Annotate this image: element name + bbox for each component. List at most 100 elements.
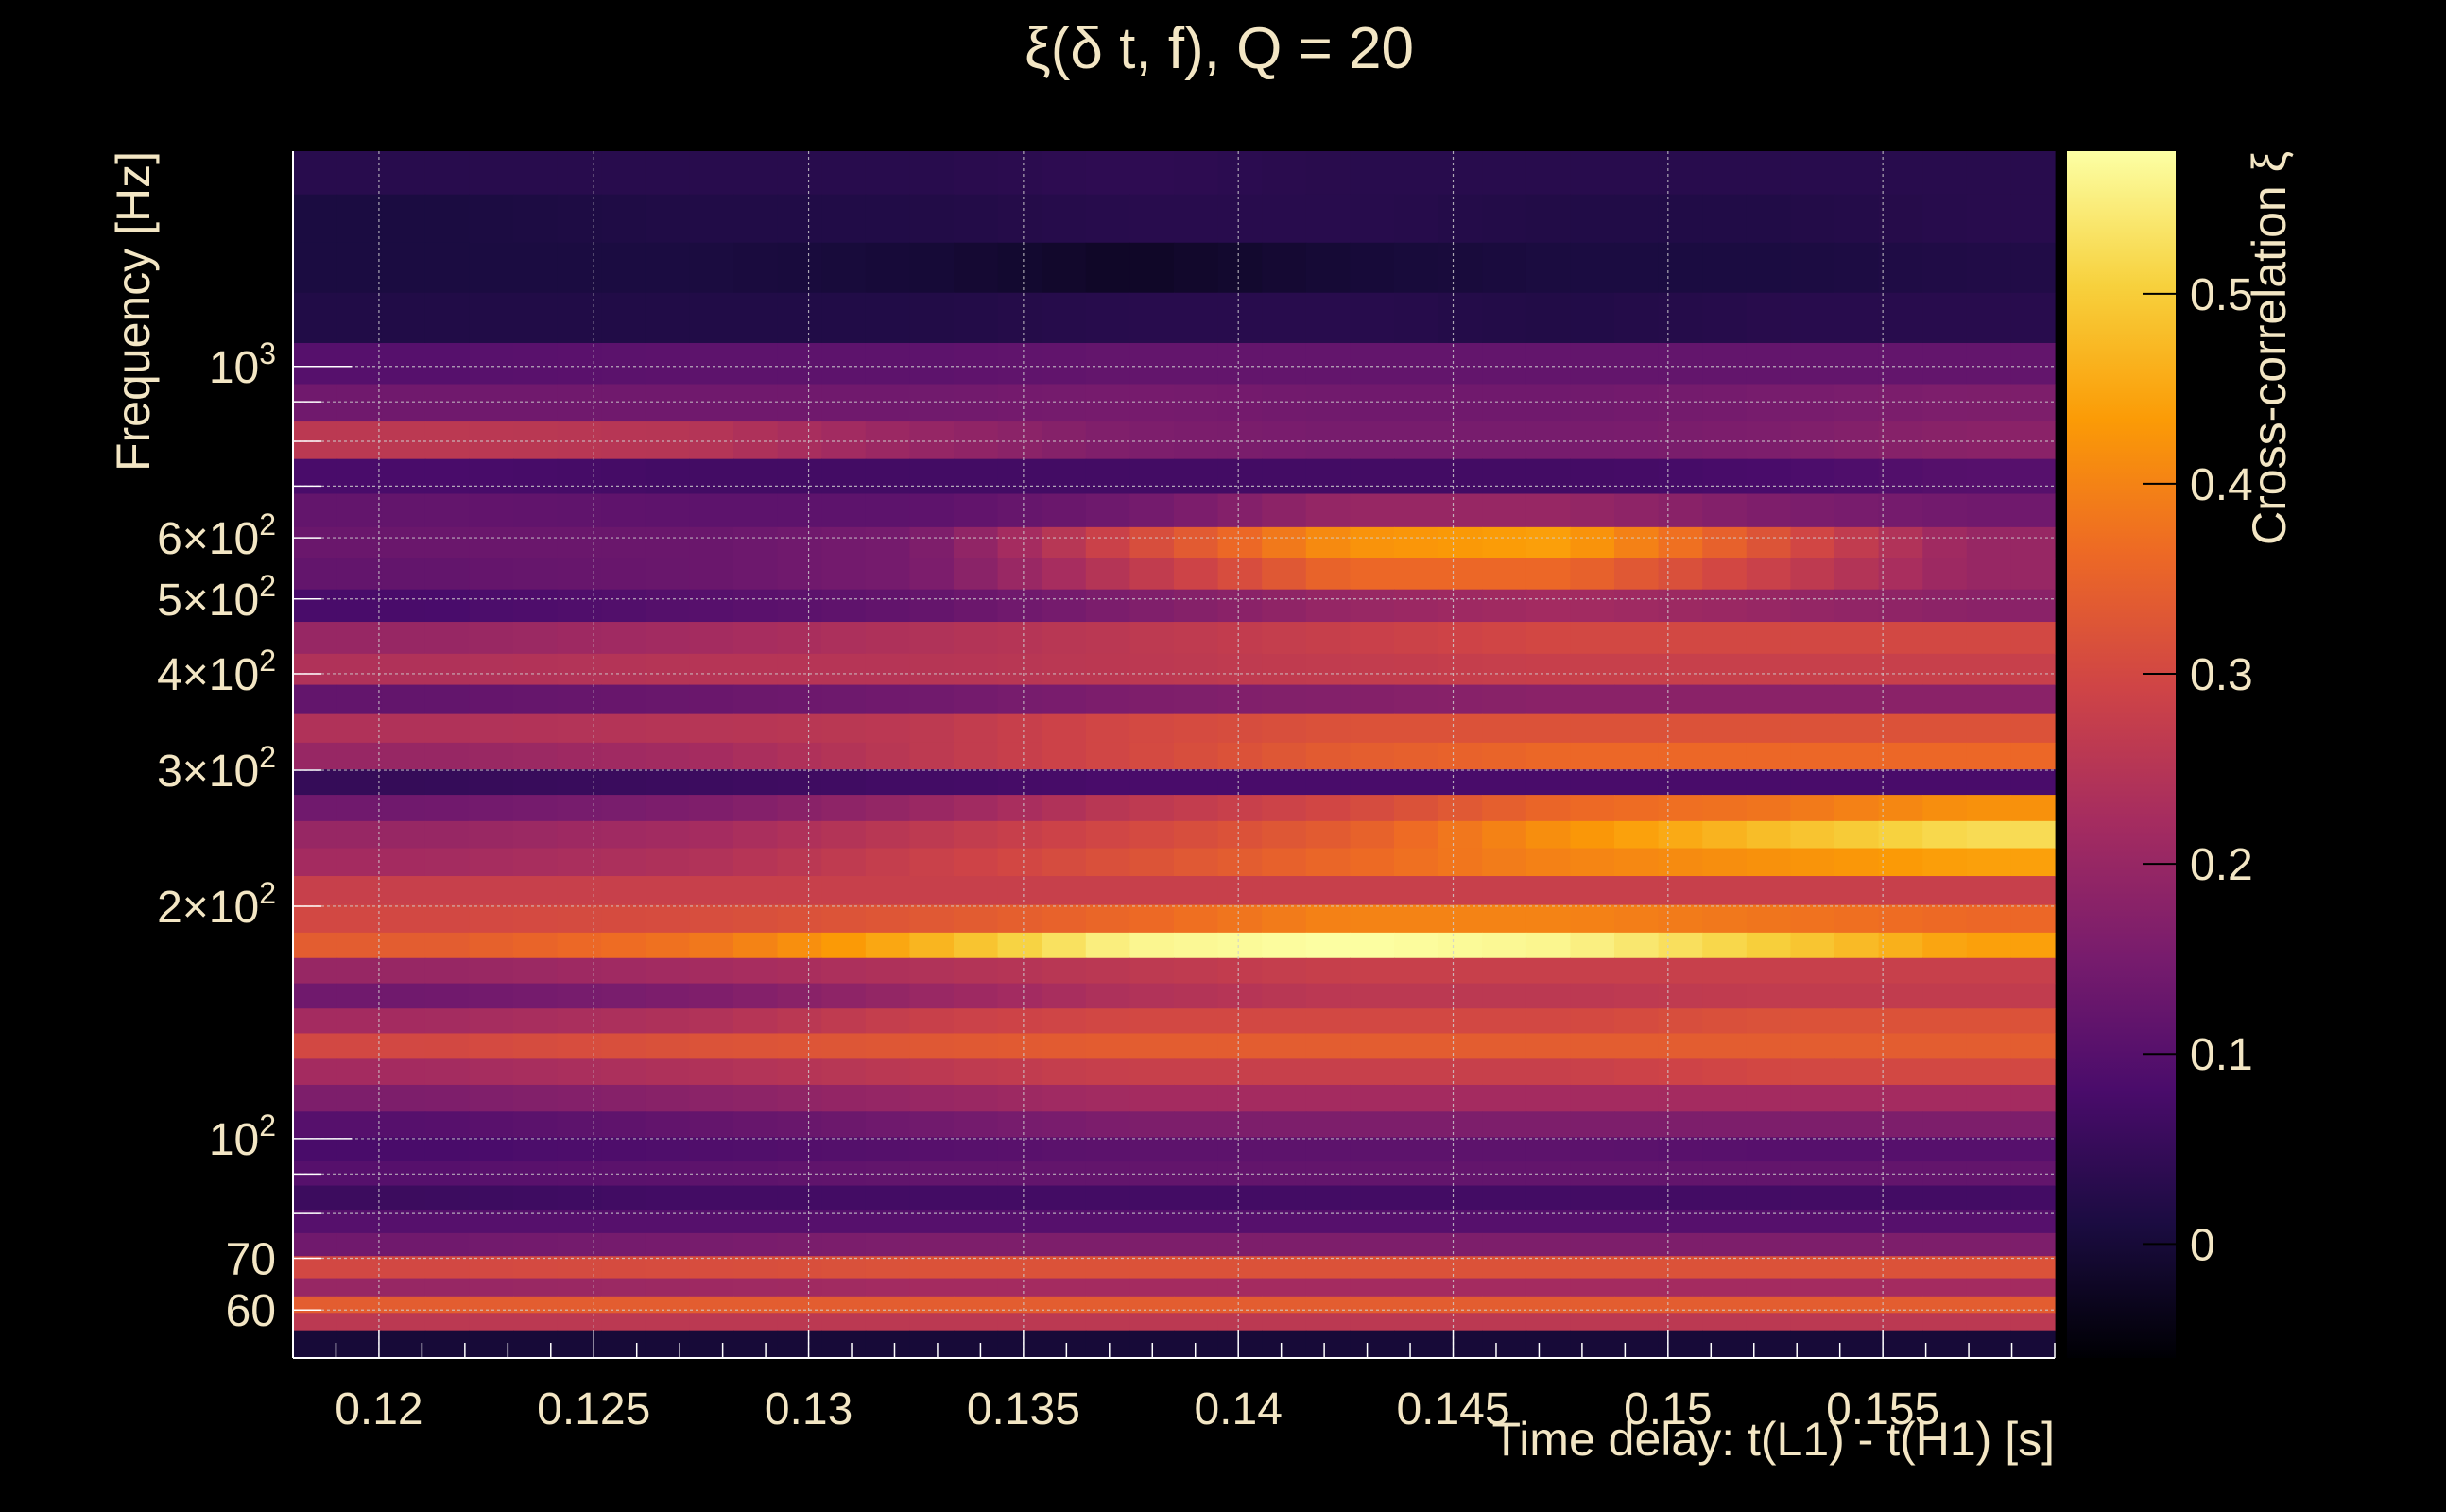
heatmap-cell	[1658, 769, 1703, 796]
heatmap-cell	[997, 1111, 1042, 1138]
heatmap-cell	[1085, 526, 1130, 559]
heatmap-cell	[1834, 795, 1880, 822]
heatmap-cell	[1262, 1256, 1307, 1280]
heatmap-cell	[1438, 1330, 1483, 1359]
heatmap-cell	[1350, 1137, 1395, 1162]
heatmap-cell	[469, 526, 514, 559]
heatmap-cell	[601, 151, 646, 196]
heatmap-cell	[997, 1296, 1042, 1314]
heatmap-cell	[2010, 1296, 2056, 1314]
heatmap-cell	[1570, 292, 1615, 344]
heatmap-cell	[2010, 458, 2056, 495]
heatmap-cell	[381, 848, 426, 877]
heatmap-cell	[336, 848, 382, 877]
heatmap-cell	[1525, 493, 1571, 528]
heatmap-cell	[469, 1330, 514, 1359]
heatmap-cell	[1966, 242, 2011, 294]
heatmap-cell	[1394, 983, 1439, 1009]
heatmap-cell	[1922, 242, 1968, 294]
heatmap-cell	[733, 1185, 779, 1211]
heatmap-cell	[557, 558, 602, 591]
heatmap-cell	[1614, 957, 1660, 985]
colorbar-tick-label: 0.2	[2190, 840, 2253, 890]
heatmap-cell	[513, 795, 559, 822]
heatmap-cell	[689, 493, 734, 528]
heatmap-cell	[1129, 1185, 1175, 1211]
heatmap-cell	[1746, 957, 1791, 985]
heatmap-cell	[1922, 769, 1968, 796]
heatmap-cell	[689, 526, 734, 559]
heatmap-cell	[1394, 1278, 1439, 1297]
heatmap-cell	[293, 820, 338, 850]
heatmap-cell	[424, 1033, 470, 1059]
heatmap-cell	[1922, 589, 1968, 623]
heatmap-cell	[865, 526, 910, 559]
heatmap-cell	[1525, 1033, 1571, 1059]
heatmap-cell	[689, 242, 734, 294]
heatmap-cell	[1790, 1296, 1835, 1314]
heatmap-cell	[865, 1313, 910, 1332]
heatmap-cell	[1525, 820, 1571, 850]
heatmap-cell	[293, 795, 338, 822]
heatmap-cell	[513, 742, 559, 770]
heatmap-cell	[1790, 1033, 1835, 1059]
heatmap-cell	[1394, 458, 1439, 495]
heatmap-cell	[1085, 957, 1130, 985]
heatmap-cell	[1262, 526, 1307, 559]
heatmap-cell	[293, 684, 338, 715]
heatmap-cell	[1614, 493, 1660, 528]
heatmap-cell	[1394, 1008, 1439, 1035]
heatmap-cell	[645, 1084, 690, 1112]
heatmap-cell	[1702, 713, 1748, 744]
heatmap-cell	[1394, 558, 1439, 591]
heatmap-cell	[1746, 1058, 1791, 1086]
heatmap-cell	[1614, 384, 1660, 422]
heatmap-cell	[601, 242, 646, 294]
heatmap-cell	[1922, 1058, 1968, 1086]
heatmap-cell	[909, 292, 955, 344]
heatmap-cell	[2010, 1137, 2056, 1162]
heatmap-cell	[954, 1330, 999, 1359]
heatmap-cell	[336, 384, 382, 422]
heatmap-cell	[1614, 795, 1660, 822]
heatmap-cell	[1394, 1313, 1439, 1332]
heatmap-cell	[1878, 421, 1923, 460]
heatmap-cell	[1878, 1111, 1923, 1138]
heatmap-cell	[1482, 1313, 1527, 1332]
heatmap-cell	[1790, 1084, 1835, 1112]
heatmap-cell	[1614, 932, 1660, 959]
heatmap-cell	[1085, 242, 1130, 294]
heatmap-cell	[1834, 242, 1880, 294]
heatmap-cell	[909, 622, 955, 655]
heatmap-cell	[1482, 342, 1527, 386]
heatmap-cell	[1217, 1296, 1263, 1314]
heatmap-cell	[1042, 493, 1087, 528]
heatmap-cell	[293, 1008, 338, 1035]
heatmap-cell	[1305, 342, 1351, 386]
heatmap-cell	[1262, 713, 1307, 744]
heatmap-cell	[733, 1084, 779, 1112]
heatmap-cell	[424, 1330, 470, 1359]
heatmap-cell	[1658, 1058, 1703, 1086]
heatmap-cell	[381, 1137, 426, 1162]
heatmap-cell	[381, 384, 426, 422]
heatmap-cell	[1746, 742, 1791, 770]
heatmap-cell	[1570, 769, 1615, 796]
heatmap-cell	[513, 1232, 559, 1257]
heatmap-cell	[557, 342, 602, 386]
heatmap-cell	[1085, 1033, 1130, 1059]
heatmap-cell	[601, 1278, 646, 1297]
heatmap-cell	[381, 1232, 426, 1257]
x-tick-label: 0.155	[1826, 1384, 1939, 1435]
heatmap-cell	[1702, 957, 1748, 985]
heatmap-cell	[336, 1137, 382, 1162]
heatmap-cell	[777, 421, 822, 460]
heatmap-cell	[954, 458, 999, 495]
heatmap-cell	[1394, 194, 1439, 244]
heatmap-cell	[293, 292, 338, 344]
heatmap-cell	[293, 713, 338, 744]
heatmap-cell	[601, 653, 646, 686]
heatmap-cell	[1042, 421, 1087, 460]
heatmap-cell	[1350, 1033, 1395, 1059]
heatmap-cell	[1174, 653, 1219, 686]
